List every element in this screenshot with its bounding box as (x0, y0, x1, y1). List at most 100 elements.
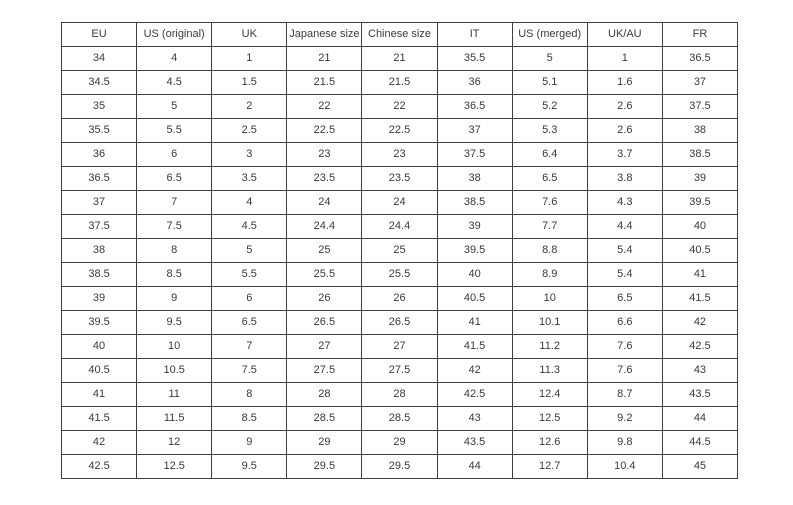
table-cell: 29.5 (286, 454, 363, 479)
table-cell: 8.5 (211, 406, 288, 431)
table-cell: 7.6 (511, 190, 588, 215)
table-cell: 40 (436, 262, 513, 287)
table-cell: 6 (136, 142, 213, 167)
table-cell: 1.5 (211, 70, 288, 95)
table-cell: 37 (661, 70, 739, 95)
table-cell: 27 (286, 334, 363, 359)
table-row: 39.5 9.5 6.5 26.5 26.5 41 10.1 6.6 42 (60, 310, 739, 335)
table-cell: 37 (60, 190, 138, 215)
table-cell: 9 (136, 286, 213, 311)
table-cell: 40.5 (436, 286, 513, 311)
table-cell: 8 (136, 238, 213, 263)
table-cell: 9.5 (211, 454, 288, 479)
table-cell: 39.5 (661, 190, 739, 215)
table-cell: 43.5 (661, 382, 739, 407)
table-cell: 11.3 (511, 358, 588, 383)
table-cell: 26.5 (361, 310, 438, 335)
table-cell: 2.6 (586, 94, 663, 119)
table-cell: 40 (60, 334, 138, 359)
table-cell: 4.3 (586, 190, 663, 215)
table-cell: 5 (211, 238, 288, 263)
table-cell: 34 (60, 46, 138, 71)
table-cell: 39 (436, 214, 513, 239)
table-cell: 39 (60, 286, 138, 311)
table-cell: 39 (661, 166, 739, 191)
column-header: Japanese size (286, 22, 363, 47)
table-cell: 12.7 (511, 454, 588, 479)
table-row: 38 8 5 25 25 39.5 8.8 5.4 40.5 (60, 238, 739, 263)
table-row: 42 12 9 29 29 43.5 12.6 9.8 44.5 (60, 430, 739, 455)
table-row: 38.5 8.5 5.5 25.5 25.5 40 8.9 5.4 41 (60, 262, 739, 287)
table-cell: 26 (361, 286, 438, 311)
table-cell: 38.5 (60, 262, 138, 287)
header-row: EU US (original) UK Japanese size Chinese si… (60, 22, 739, 47)
table-cell: 5.4 (586, 262, 663, 287)
table-cell: 6.5 (211, 310, 288, 335)
table-cell: 42.5 (60, 454, 138, 479)
column-header: US (merged) (511, 22, 588, 47)
table-cell: 8 (211, 382, 288, 407)
table-cell: 21 (361, 46, 438, 71)
table-row: 39 9 6 26 26 40.5 10 6.5 41.5 (60, 286, 739, 311)
table-cell: 28.5 (286, 406, 363, 431)
column-header: UK (211, 22, 288, 47)
table-cell: 23 (361, 142, 438, 167)
table-cell: 39.5 (436, 238, 513, 263)
table-cell: 12.6 (511, 430, 588, 455)
table-cell: 35 (60, 94, 138, 119)
table-cell: 37.5 (60, 214, 138, 239)
table-cell: 38 (60, 238, 138, 263)
table-row: 36.5 6.5 3.5 23.5 23.5 38 6.5 3.8 39 (60, 166, 739, 191)
table-cell: 23.5 (286, 166, 363, 191)
table-cell: 1 (211, 46, 288, 71)
table-cell: 4 (136, 46, 213, 71)
table-cell: 5.2 (511, 94, 588, 119)
table-cell: 7 (211, 334, 288, 359)
table-row: 37 7 4 24 24 38.5 7.6 4.3 39.5 (60, 190, 739, 215)
table-cell: 42 (661, 310, 739, 335)
table-cell: 10.5 (136, 358, 213, 383)
table-cell: 21.5 (361, 70, 438, 95)
table-cell: 37.5 (436, 142, 513, 167)
table-cell: 28 (286, 382, 363, 407)
table-cell: 5.1 (511, 70, 588, 95)
table-cell: 35.5 (60, 118, 138, 143)
table-cell: 24.4 (286, 214, 363, 239)
table-cell: 5 (511, 46, 588, 71)
table-cell: 22.5 (286, 118, 363, 143)
table-cell: 22 (361, 94, 438, 119)
table-row: 37.5 7.5 4.5 24.4 24.4 39 7.7 4.4 40 (60, 214, 739, 239)
table-cell: 37.5 (661, 94, 739, 119)
table-cell: 44 (661, 406, 739, 431)
table-cell: 41.5 (436, 334, 513, 359)
table-cell: 41 (661, 262, 739, 287)
table-cell: 25.5 (286, 262, 363, 287)
table-cell: 4.5 (136, 70, 213, 95)
table-cell: 44.5 (661, 430, 739, 455)
table-cell: 29 (361, 430, 438, 455)
table-cell: 43 (661, 358, 739, 383)
table-cell: 5.3 (511, 118, 588, 143)
table-row: 41 11 8 28 28 42.5 12.4 8.7 43.5 (60, 382, 739, 407)
table-cell: 6.4 (511, 142, 588, 167)
table-cell: 3.5 (211, 166, 288, 191)
table-cell: 43 (436, 406, 513, 431)
table-cell: 3.8 (586, 166, 663, 191)
table-cell: 5.5 (211, 262, 288, 287)
table-cell: 6 (211, 286, 288, 311)
table-cell: 6.6 (586, 310, 663, 335)
table-cell: 45 (661, 454, 739, 479)
table-cell: 25.5 (361, 262, 438, 287)
table-cell: 8.9 (511, 262, 588, 287)
table-cell: 12.5 (511, 406, 588, 431)
table-cell: 12.4 (511, 382, 588, 407)
table-cell: 23.5 (361, 166, 438, 191)
table-cell: 39.5 (60, 310, 138, 335)
table-cell: 11.2 (511, 334, 588, 359)
table-cell: 38 (661, 118, 739, 143)
table-cell: 25 (361, 238, 438, 263)
table-cell: 9.8 (586, 430, 663, 455)
table-cell: 7.5 (136, 214, 213, 239)
table-row: 34.5 4.5 1.5 21.5 21.5 36 5.1 1.6 37 (60, 70, 739, 95)
